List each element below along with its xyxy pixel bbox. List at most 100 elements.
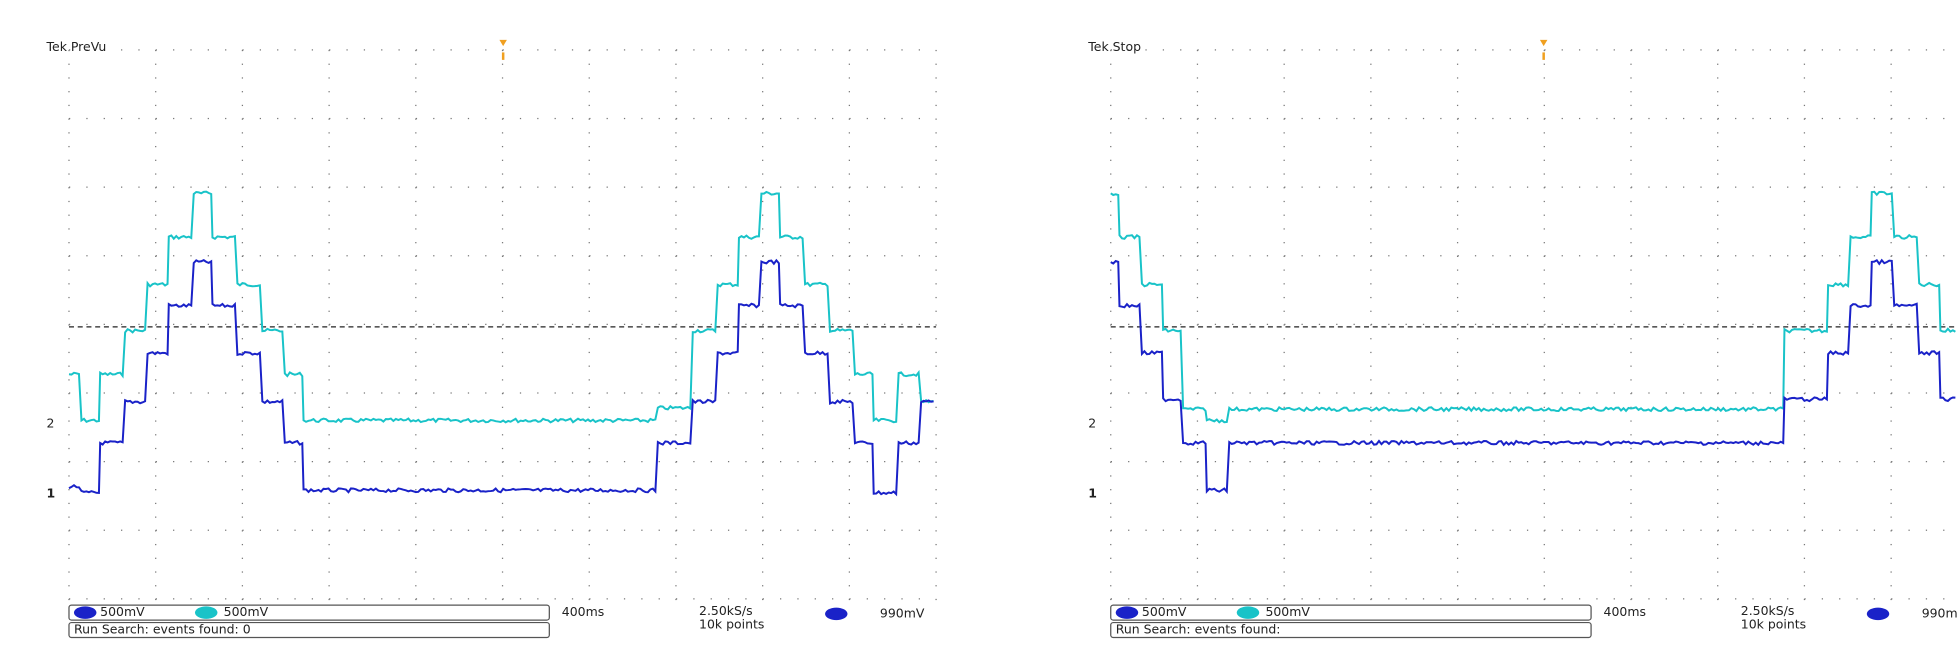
grid-dot xyxy=(155,91,156,92)
grid-dot xyxy=(1145,530,1146,531)
grid-dot xyxy=(328,407,329,408)
grid-dot xyxy=(589,530,590,531)
grid-dot xyxy=(277,187,278,188)
grid-dot xyxy=(1683,49,1684,50)
grid-dot xyxy=(1111,598,1112,599)
grid-dot xyxy=(398,598,399,599)
grid-dot xyxy=(1370,585,1371,586)
grid-dot xyxy=(1527,530,1528,531)
grid-dot xyxy=(867,49,868,50)
grid-dot xyxy=(1717,585,1718,586)
grid-dot xyxy=(1822,187,1823,188)
grid-dot xyxy=(935,119,936,120)
grid-dot xyxy=(589,517,590,518)
grid-dot xyxy=(121,461,122,462)
grid-dot xyxy=(935,201,936,202)
grid-dot xyxy=(502,269,503,270)
grid-dot xyxy=(935,571,936,572)
grid-dot xyxy=(68,173,69,174)
grid-dot xyxy=(1718,118,1719,119)
grid-dot xyxy=(1630,64,1631,65)
grid-dot xyxy=(762,448,763,449)
grid-dot xyxy=(849,461,850,462)
grid-dot xyxy=(415,407,416,408)
grid-dot xyxy=(121,187,122,188)
grid-dot xyxy=(1370,77,1371,78)
grid-dot xyxy=(1197,598,1198,599)
grid-dot xyxy=(1735,530,1736,531)
grid-dot xyxy=(1197,173,1198,174)
grid-dot xyxy=(537,461,538,462)
grid-dot xyxy=(589,77,590,78)
grid-dot xyxy=(1804,503,1805,504)
grid-dot xyxy=(502,352,503,353)
grid-dot xyxy=(1457,77,1458,78)
grid-dot xyxy=(1284,201,1285,202)
grid-dot xyxy=(1336,49,1337,50)
grid-dot xyxy=(1631,461,1632,462)
grid-dot xyxy=(589,448,590,449)
grid-dot xyxy=(1718,598,1719,599)
grid-dot xyxy=(1457,215,1458,216)
grid-dot xyxy=(589,49,590,50)
grid-dot xyxy=(935,91,936,92)
grid-dot xyxy=(1596,324,1597,325)
grid-dot xyxy=(901,255,902,256)
grid-dot xyxy=(1475,461,1476,462)
grid-dot xyxy=(675,105,676,106)
grid-dot xyxy=(502,311,503,312)
grid-dot xyxy=(1891,503,1892,504)
grid-dot xyxy=(780,530,781,531)
grid-dot xyxy=(121,530,122,531)
grid-dot xyxy=(1804,352,1805,353)
grid-dot xyxy=(1249,118,1250,119)
grid-dot xyxy=(1856,118,1857,119)
grid-dot xyxy=(1370,242,1371,243)
grid-dot xyxy=(1804,269,1805,270)
grid-dot xyxy=(381,598,382,599)
grid-dot xyxy=(260,598,261,599)
grid-dot xyxy=(624,49,625,50)
grid-dot xyxy=(884,324,885,325)
grid-dot xyxy=(1457,283,1458,284)
grid-dot xyxy=(1630,77,1631,78)
grid-dot xyxy=(1700,598,1701,599)
grid-dot xyxy=(1510,392,1511,393)
grid-dot xyxy=(1180,324,1181,325)
grid-dot xyxy=(1700,187,1701,188)
grid-dot xyxy=(502,475,503,476)
grid-dot xyxy=(1630,132,1631,133)
grid-dot xyxy=(1839,324,1840,325)
grid-dot xyxy=(1457,146,1458,147)
grid-dot xyxy=(520,187,521,188)
grid-dot xyxy=(346,187,347,188)
grid-dot xyxy=(1215,187,1216,188)
grid-dot xyxy=(1145,255,1146,256)
grid-dot xyxy=(121,324,122,325)
grid-dot xyxy=(1891,283,1892,284)
grid-dot xyxy=(1770,461,1771,462)
grid-dot xyxy=(1232,324,1233,325)
grid-dot xyxy=(1770,187,1771,188)
grid-dot xyxy=(1527,118,1528,119)
grid-dot xyxy=(919,598,920,599)
grid-dot xyxy=(1943,461,1944,462)
grid-dot xyxy=(935,448,936,449)
grid-dot xyxy=(1197,311,1198,312)
grid-dot xyxy=(1180,255,1181,256)
grid-dot xyxy=(935,269,936,270)
grid-dot xyxy=(762,64,763,65)
grid-dot xyxy=(675,489,676,490)
grid-dot xyxy=(641,461,642,462)
grid-dot xyxy=(1440,255,1441,256)
grid-dot xyxy=(225,255,226,256)
grid-dot xyxy=(1371,461,1372,462)
grid-dot xyxy=(763,49,764,50)
grid-dot xyxy=(451,187,452,188)
grid-dot xyxy=(849,379,850,380)
grid-dot xyxy=(1267,118,1268,119)
grid-dot xyxy=(589,201,590,202)
grid-dot xyxy=(433,118,434,119)
grid-dot xyxy=(1891,105,1892,106)
grid-dot xyxy=(1631,118,1632,119)
